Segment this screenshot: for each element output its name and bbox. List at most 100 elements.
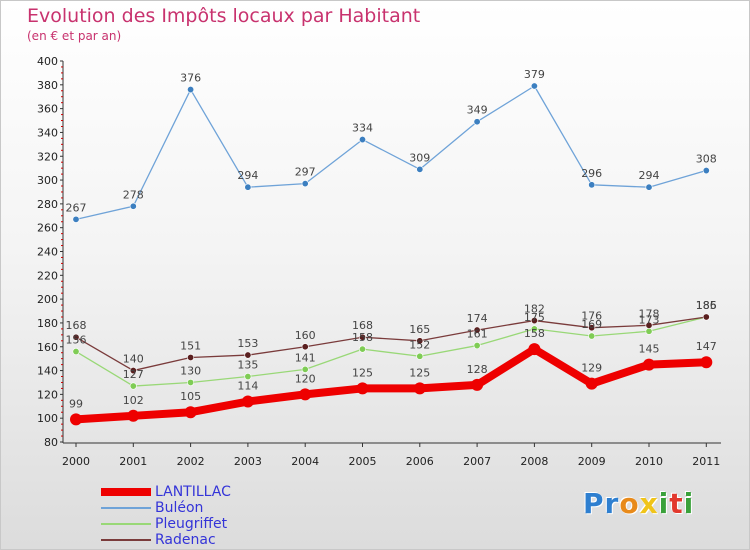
y-tick-label: 240 bbox=[37, 246, 58, 259]
data-point bbox=[530, 325, 538, 333]
data-label: 102 bbox=[123, 394, 144, 407]
x-tick-label: 2001 bbox=[119, 455, 147, 468]
data-point bbox=[129, 382, 137, 390]
data-point bbox=[473, 342, 481, 350]
data-point bbox=[588, 324, 596, 332]
data-label: 185 bbox=[696, 299, 717, 312]
y-tick-label: 80 bbox=[44, 436, 58, 449]
data-point bbox=[184, 406, 197, 419]
data-label: 309 bbox=[409, 151, 430, 164]
data-label: 294 bbox=[237, 169, 258, 182]
y-tick-label: 360 bbox=[37, 103, 58, 116]
chart-subtitle: (en € et par an) bbox=[27, 29, 122, 43]
data-point bbox=[129, 367, 137, 375]
data-point bbox=[645, 183, 653, 191]
x-tick-label: 2005 bbox=[349, 455, 377, 468]
data-label: 152 bbox=[409, 338, 430, 351]
data-label: 160 bbox=[295, 329, 316, 342]
data-point bbox=[416, 165, 424, 173]
data-point bbox=[588, 181, 596, 189]
chart-title: Evolution des Impôts locaux par Habitant bbox=[27, 5, 421, 27]
series-line-buléon bbox=[75, 85, 707, 221]
data-label: 147 bbox=[696, 340, 717, 353]
data-point bbox=[187, 378, 195, 386]
data-label: 178 bbox=[639, 307, 660, 320]
data-label: 105 bbox=[180, 390, 201, 403]
data-point bbox=[244, 351, 252, 359]
data-point bbox=[301, 343, 309, 351]
data-label: 161 bbox=[467, 328, 488, 341]
data-point bbox=[645, 327, 653, 335]
data-label: 267 bbox=[66, 201, 87, 214]
data-point bbox=[416, 352, 424, 360]
data-label: 125 bbox=[409, 366, 430, 379]
series-line-pleugriffet bbox=[75, 316, 707, 387]
y-tick-label: 260 bbox=[37, 222, 58, 235]
data-point bbox=[413, 382, 426, 395]
legend-swatch bbox=[101, 507, 151, 509]
x-tick-label: 2011 bbox=[692, 455, 720, 468]
y-tick-label: 300 bbox=[37, 174, 58, 187]
data-label: 114 bbox=[237, 380, 258, 393]
legend-label: LANTILLAC bbox=[155, 484, 231, 500]
data-point bbox=[127, 409, 140, 422]
data-point bbox=[72, 333, 80, 341]
data-label: 130 bbox=[180, 364, 201, 377]
y-tick-label: 160 bbox=[37, 341, 58, 354]
data-point bbox=[187, 353, 195, 361]
y-tick-label: 280 bbox=[37, 198, 58, 211]
legend-swatch bbox=[101, 488, 151, 496]
data-point bbox=[702, 313, 710, 321]
legend-swatch bbox=[101, 539, 151, 541]
data-point bbox=[585, 377, 598, 390]
x-tick-label: 2007 bbox=[463, 455, 491, 468]
data-point bbox=[643, 358, 655, 371]
data-label: 294 bbox=[639, 169, 660, 182]
legend-label: Radenac bbox=[155, 532, 216, 548]
data-label: 120 bbox=[295, 372, 316, 385]
logo-letter: x bbox=[639, 487, 659, 520]
data-point bbox=[72, 215, 80, 223]
logo-letter: r bbox=[604, 487, 620, 520]
x-tick-label: 2004 bbox=[291, 455, 319, 468]
data-point bbox=[129, 202, 137, 210]
y-tick-label: 220 bbox=[37, 269, 58, 282]
data-point bbox=[700, 356, 713, 369]
data-point bbox=[244, 183, 252, 191]
logo-letter: o bbox=[619, 487, 640, 520]
data-point bbox=[702, 167, 710, 175]
data-label: 99 bbox=[69, 397, 83, 410]
data-point bbox=[301, 365, 309, 373]
data-label: 153 bbox=[237, 337, 258, 350]
data-point bbox=[588, 332, 596, 340]
data-label: 376 bbox=[180, 72, 201, 85]
x-tick-label: 2006 bbox=[406, 455, 434, 468]
data-label: 158 bbox=[524, 327, 545, 340]
data-label: 168 bbox=[66, 319, 87, 332]
data-point bbox=[530, 317, 538, 325]
data-label: 127 bbox=[123, 368, 144, 381]
data-point bbox=[530, 82, 538, 90]
data-label: 129 bbox=[581, 362, 602, 375]
logo-letter: P bbox=[583, 487, 605, 520]
logo-letter: t bbox=[669, 487, 684, 520]
data-label: 173 bbox=[639, 313, 660, 326]
y-tick-label: 320 bbox=[37, 150, 58, 163]
series-line-radenac bbox=[75, 316, 707, 372]
data-point bbox=[645, 321, 653, 329]
data-label: 141 bbox=[295, 351, 316, 364]
data-label: 308 bbox=[696, 153, 717, 166]
x-tick-label: 2002 bbox=[177, 455, 205, 468]
data-label: 145 bbox=[639, 343, 660, 356]
data-point bbox=[528, 343, 541, 356]
x-tick-label: 2000 bbox=[62, 455, 90, 468]
data-label: 174 bbox=[467, 312, 488, 325]
y-tick-label: 340 bbox=[37, 126, 58, 139]
y-tick-label: 180 bbox=[37, 317, 58, 330]
data-label: 182 bbox=[524, 303, 545, 316]
y-tick-label: 100 bbox=[37, 412, 58, 425]
y-tick-label: 140 bbox=[37, 365, 58, 378]
data-label: 140 bbox=[123, 353, 144, 366]
data-label: 128 bbox=[467, 363, 488, 376]
